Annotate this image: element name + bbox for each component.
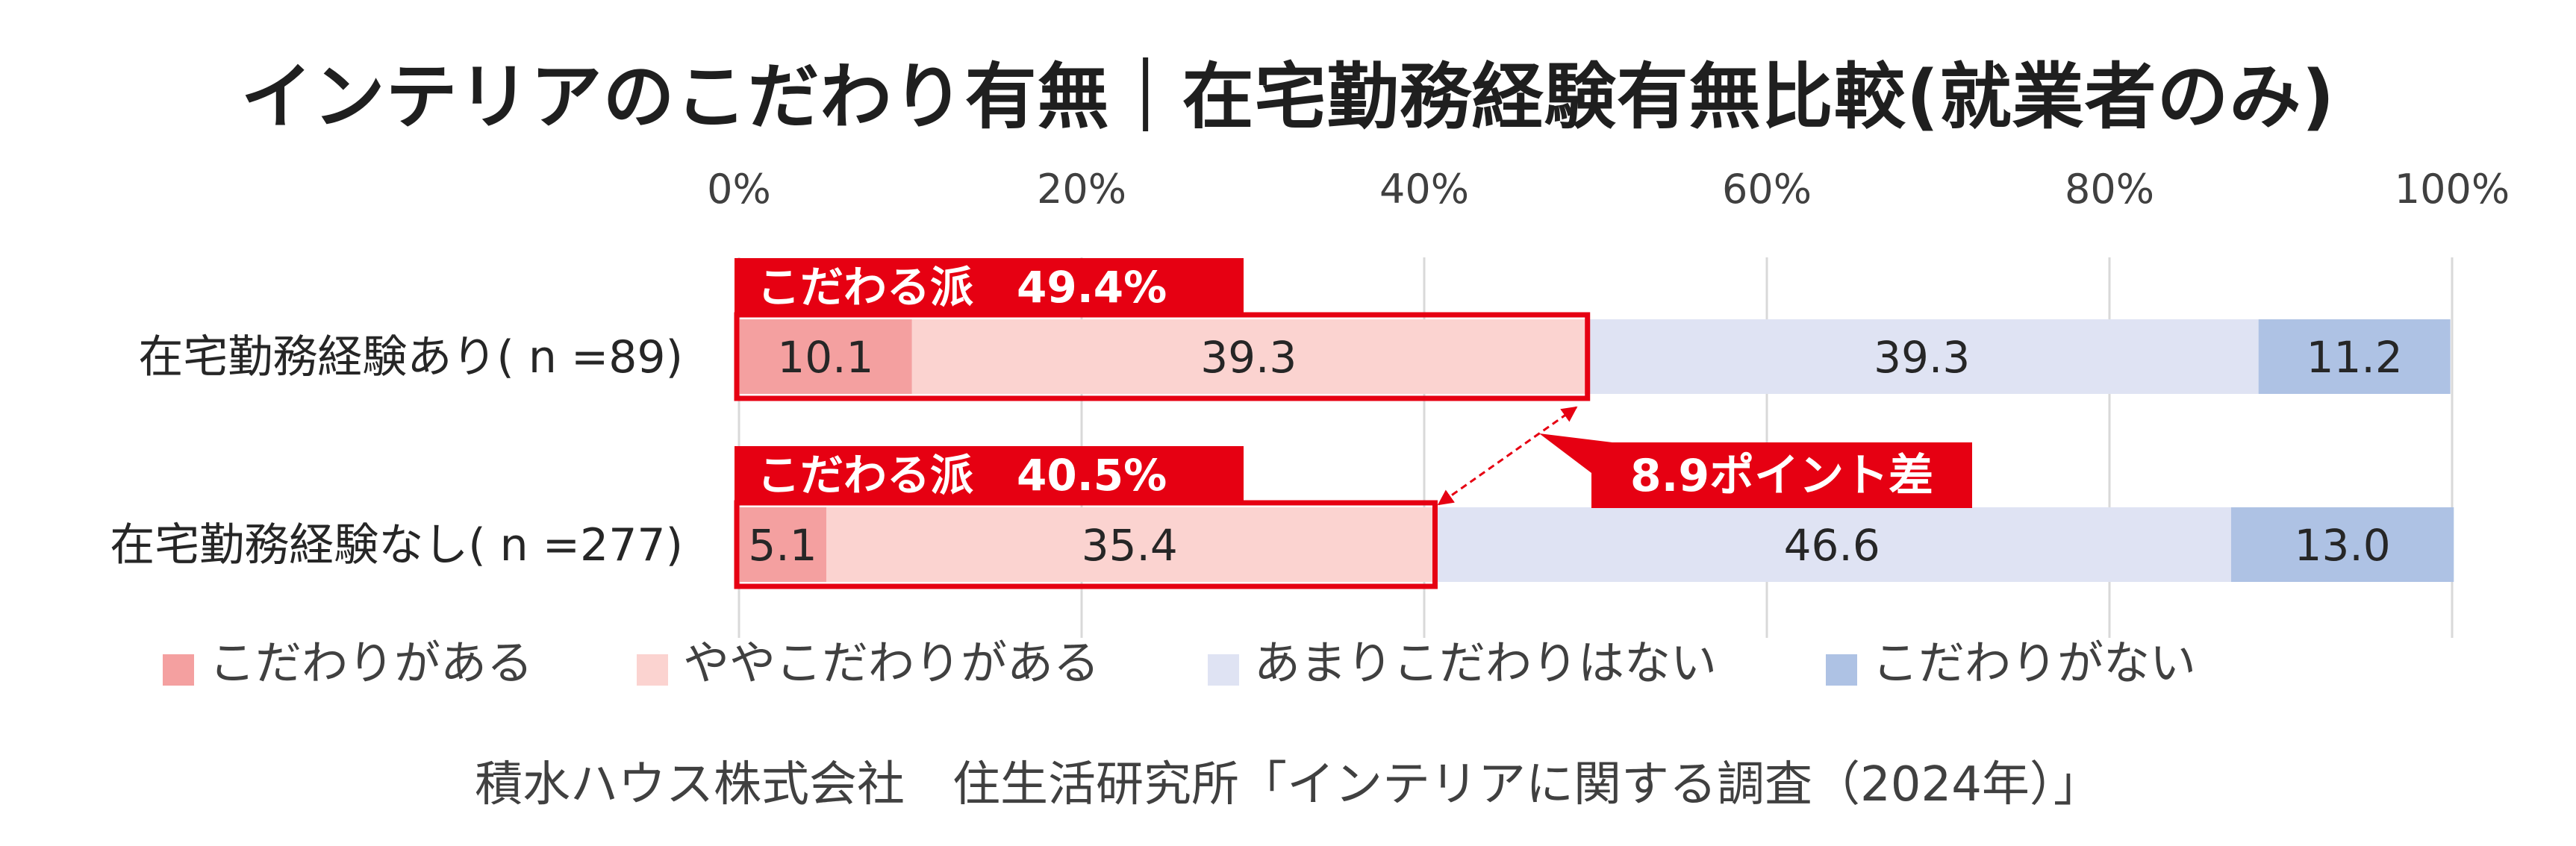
difference-label: 8.9ポイント差 <box>1630 450 1933 502</box>
legend-label: ややこだわりがある <box>683 636 1100 690</box>
data-label: 39.3 <box>1200 332 1297 383</box>
data-label: 10.1 <box>777 332 873 383</box>
legend-label: こだわりがある <box>209 636 533 690</box>
data-label: 13.0 <box>2295 520 2391 571</box>
bar-segment <box>826 507 1433 582</box>
group-label-tag <box>735 258 1244 315</box>
legend: こだわりがある ややこだわりがある あまりこだわりはない こだわりがない <box>163 636 2196 690</box>
legend-label: あまりこだわりはない <box>1254 636 1717 690</box>
category-labels: 在宅勤務経験あり( n =89) 在宅勤務経験なし( n =277) <box>110 331 683 571</box>
x-tick-label: 40% <box>1379 166 1469 213</box>
bar-segment <box>2258 319 2451 394</box>
category-label: 在宅勤務経験あり( n =89) <box>138 331 683 383</box>
data-label: 39.3 <box>1874 332 1970 383</box>
group-label-tag <box>735 446 1244 503</box>
bar-segment <box>1432 507 2231 582</box>
chart-title: インテリアのこだわり有無｜在宅勤務経験有無比較(就業者のみ) <box>240 55 2336 139</box>
data-label: 5.1 <box>748 520 817 571</box>
x-tick-label: 60% <box>1722 166 1812 213</box>
bar-segment <box>739 507 827 582</box>
legend-swatch <box>637 654 668 686</box>
difference-arrow <box>1437 406 1578 506</box>
legend-swatch <box>1208 654 1239 686</box>
x-axis-tick-labels: 0% 20% 40% 60% 80% 100% <box>707 166 2510 213</box>
legend-label: こだわりがない <box>1872 636 2196 690</box>
data-label: 35.4 <box>1082 520 1178 571</box>
legend-swatch <box>1826 654 1857 686</box>
legend-swatch <box>163 654 194 686</box>
group-label: こだわる派 40.5% <box>757 450 1167 501</box>
bar-segment <box>2230 507 2454 582</box>
data-label: 11.2 <box>2307 332 2403 383</box>
x-tick-label: 80% <box>2065 166 2154 213</box>
data-label: 46.6 <box>1784 520 1880 571</box>
difference-callout-box <box>1591 442 1972 508</box>
category-label: 在宅勤務経験なし( n =277) <box>110 519 683 571</box>
group-label: こだわる派 49.4% <box>757 262 1167 313</box>
x-tick-label: 100% <box>2395 166 2510 213</box>
bar-segment <box>739 319 912 394</box>
bars: 10.1 39.3 39.3 11.2 5.1 35.4 46.6 13.0 <box>739 319 2454 582</box>
x-tick-label: 0% <box>707 166 771 213</box>
annotations: こだわる派 49.4% こだわる派 40.5% 8.9ポイント差 <box>734 258 1972 589</box>
source-note: 積水ハウス株式会社 住生活研究所「インテリアに関する調査（2024年）」 <box>475 757 2101 812</box>
bar-segment <box>911 319 1585 394</box>
x-tick-label: 20% <box>1037 166 1126 213</box>
bar-segment <box>1585 319 2259 394</box>
